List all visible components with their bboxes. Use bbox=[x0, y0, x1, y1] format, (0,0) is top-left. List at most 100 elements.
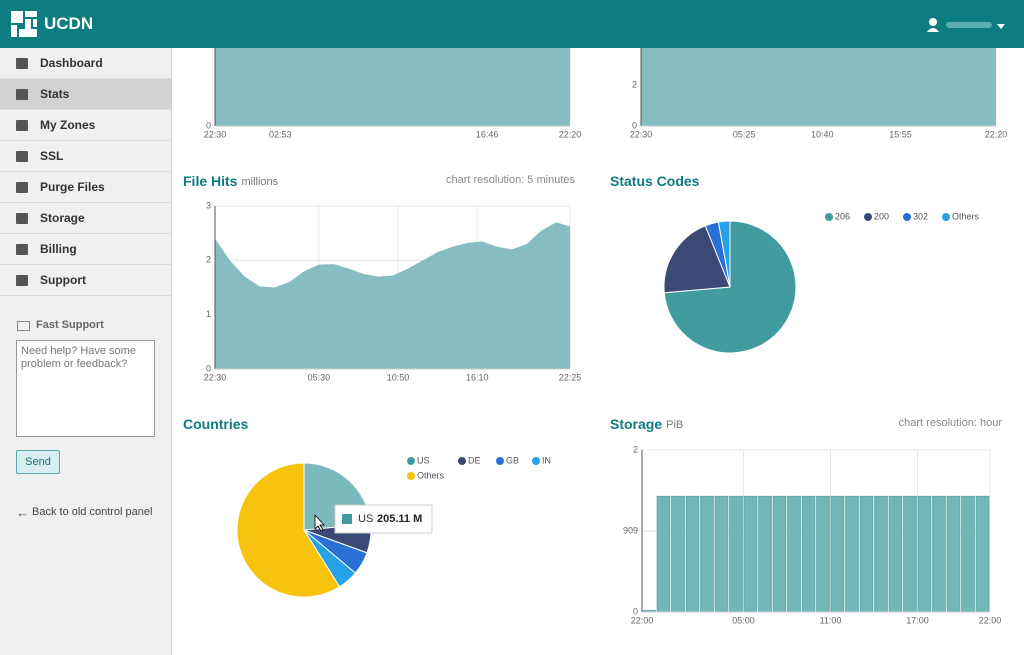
bar bbox=[975, 495, 990, 613]
legend-label: Others bbox=[952, 211, 980, 221]
bar bbox=[961, 495, 975, 613]
nav-label: Stats bbox=[40, 87, 70, 101]
x-tick-label: 22:00 bbox=[979, 615, 1002, 625]
x-tick-label: 15:55 bbox=[889, 129, 912, 139]
bar bbox=[917, 495, 932, 613]
bar bbox=[932, 495, 946, 613]
x-tick-label: 22:25 bbox=[559, 372, 582, 382]
nav-item[interactable]: My Zones bbox=[0, 110, 171, 141]
bar bbox=[787, 495, 801, 613]
legend-label: DE bbox=[468, 455, 481, 465]
nav-label: Storage bbox=[40, 211, 85, 225]
legend-swatch bbox=[407, 457, 415, 465]
y-tick-label: 2 bbox=[632, 80, 637, 90]
title-text: File Hits bbox=[183, 173, 238, 189]
chart-title: Countries bbox=[183, 416, 249, 432]
pie-slice bbox=[663, 225, 731, 294]
y-tick-label: 0 bbox=[206, 120, 211, 130]
nav-item[interactable]: Dashboard bbox=[0, 48, 171, 79]
nav-label: My Zones bbox=[40, 118, 96, 132]
logo bbox=[11, 11, 37, 37]
bar bbox=[845, 495, 859, 613]
x-tick-label: 10:50 bbox=[387, 372, 410, 382]
bar bbox=[903, 495, 917, 613]
chart-title: File Hits millions bbox=[183, 173, 279, 189]
nav-item[interactable]: Stats bbox=[0, 79, 171, 110]
user-menu[interactable] bbox=[926, 16, 1006, 36]
bar bbox=[801, 495, 816, 613]
nav-icon bbox=[16, 150, 28, 162]
back-arrow: ← bbox=[16, 505, 29, 520]
bar bbox=[758, 495, 772, 613]
bar bbox=[714, 495, 729, 613]
bar bbox=[830, 495, 845, 613]
bar bbox=[859, 495, 874, 613]
nav-icon bbox=[16, 243, 28, 255]
pie-slice bbox=[717, 220, 731, 288]
bar bbox=[772, 495, 787, 613]
nav-item[interactable]: Billing bbox=[0, 234, 171, 265]
nav-item[interactable]: Storage bbox=[0, 203, 171, 234]
chart-note: chart resolution: 5 minutes bbox=[446, 174, 576, 186]
cursor bbox=[314, 513, 325, 532]
chart-title: Status Codes bbox=[610, 173, 700, 189]
legend-swatch bbox=[864, 213, 872, 221]
nav-item[interactable]: Purge Files bbox=[0, 172, 171, 203]
tooltip-value: 205.11 M bbox=[377, 513, 422, 525]
x-tick-label: 16:10 bbox=[466, 372, 489, 382]
area bbox=[641, 48, 996, 126]
legend-swatch bbox=[903, 213, 911, 221]
x-tick-label: 22:30 bbox=[204, 129, 227, 139]
y-tick-label: 909 bbox=[623, 525, 638, 535]
unit: PiB bbox=[666, 419, 683, 431]
legend-label: US bbox=[417, 455, 430, 465]
legend-swatch bbox=[825, 213, 833, 221]
send-button[interactable]: Send bbox=[16, 450, 60, 474]
nav-icon bbox=[16, 88, 28, 100]
legend-label: Others bbox=[417, 470, 445, 480]
bar bbox=[946, 495, 961, 613]
nav-item[interactable]: Support bbox=[0, 265, 171, 296]
x-tick-label: 05:25 bbox=[733, 129, 756, 139]
bar bbox=[874, 495, 888, 613]
legend-label: 206 bbox=[835, 211, 850, 221]
x-tick-label: 10:40 bbox=[811, 129, 834, 139]
chart-note: chart resolution: hour bbox=[899, 417, 1003, 429]
brand[interactable]: UCDN bbox=[44, 14, 94, 33]
tooltip-label: US bbox=[358, 513, 373, 525]
legend-swatch bbox=[942, 213, 950, 221]
x-tick-label: 05:00 bbox=[732, 615, 755, 625]
bar bbox=[729, 495, 743, 613]
legend-label: 200 bbox=[874, 211, 889, 221]
nav-item[interactable]: SSL bbox=[0, 141, 171, 172]
nav-label: Support bbox=[40, 273, 86, 287]
nav-label: Dashboard bbox=[40, 56, 103, 70]
bar bbox=[816, 495, 830, 613]
x-tick-label: 22:20 bbox=[985, 129, 1008, 139]
x-tick-label: 16:46 bbox=[476, 129, 499, 139]
y-tick-label: 0 bbox=[206, 363, 211, 373]
nav-icon bbox=[16, 274, 28, 286]
bar bbox=[671, 495, 685, 613]
bar bbox=[656, 495, 671, 613]
x-tick-label: 05:30 bbox=[308, 372, 331, 382]
legend-label: 302 bbox=[913, 211, 928, 221]
unit: millions bbox=[241, 176, 278, 188]
legend-label: IN bbox=[542, 455, 551, 465]
feedback-textarea[interactable]: Need help? Have some problem or feedback… bbox=[16, 340, 155, 437]
x-tick-label: 17:00 bbox=[906, 615, 929, 625]
back-link[interactable]: Back to old control panel bbox=[32, 506, 153, 518]
tooltip-swatch bbox=[342, 514, 352, 524]
nav-label: Billing bbox=[40, 242, 77, 256]
x-tick-label: 22:20 bbox=[559, 129, 582, 139]
x-tick-label: 02:53 bbox=[269, 129, 292, 139]
nav-icon bbox=[16, 212, 28, 224]
legend-label: GB bbox=[506, 455, 519, 465]
legend-swatch bbox=[458, 457, 466, 465]
header: UCDN bbox=[0, 0, 1024, 48]
y-tick-label: 1 bbox=[206, 309, 211, 319]
y-tick-label: 0 bbox=[633, 606, 638, 616]
nav-label: Purge Files bbox=[40, 180, 105, 194]
